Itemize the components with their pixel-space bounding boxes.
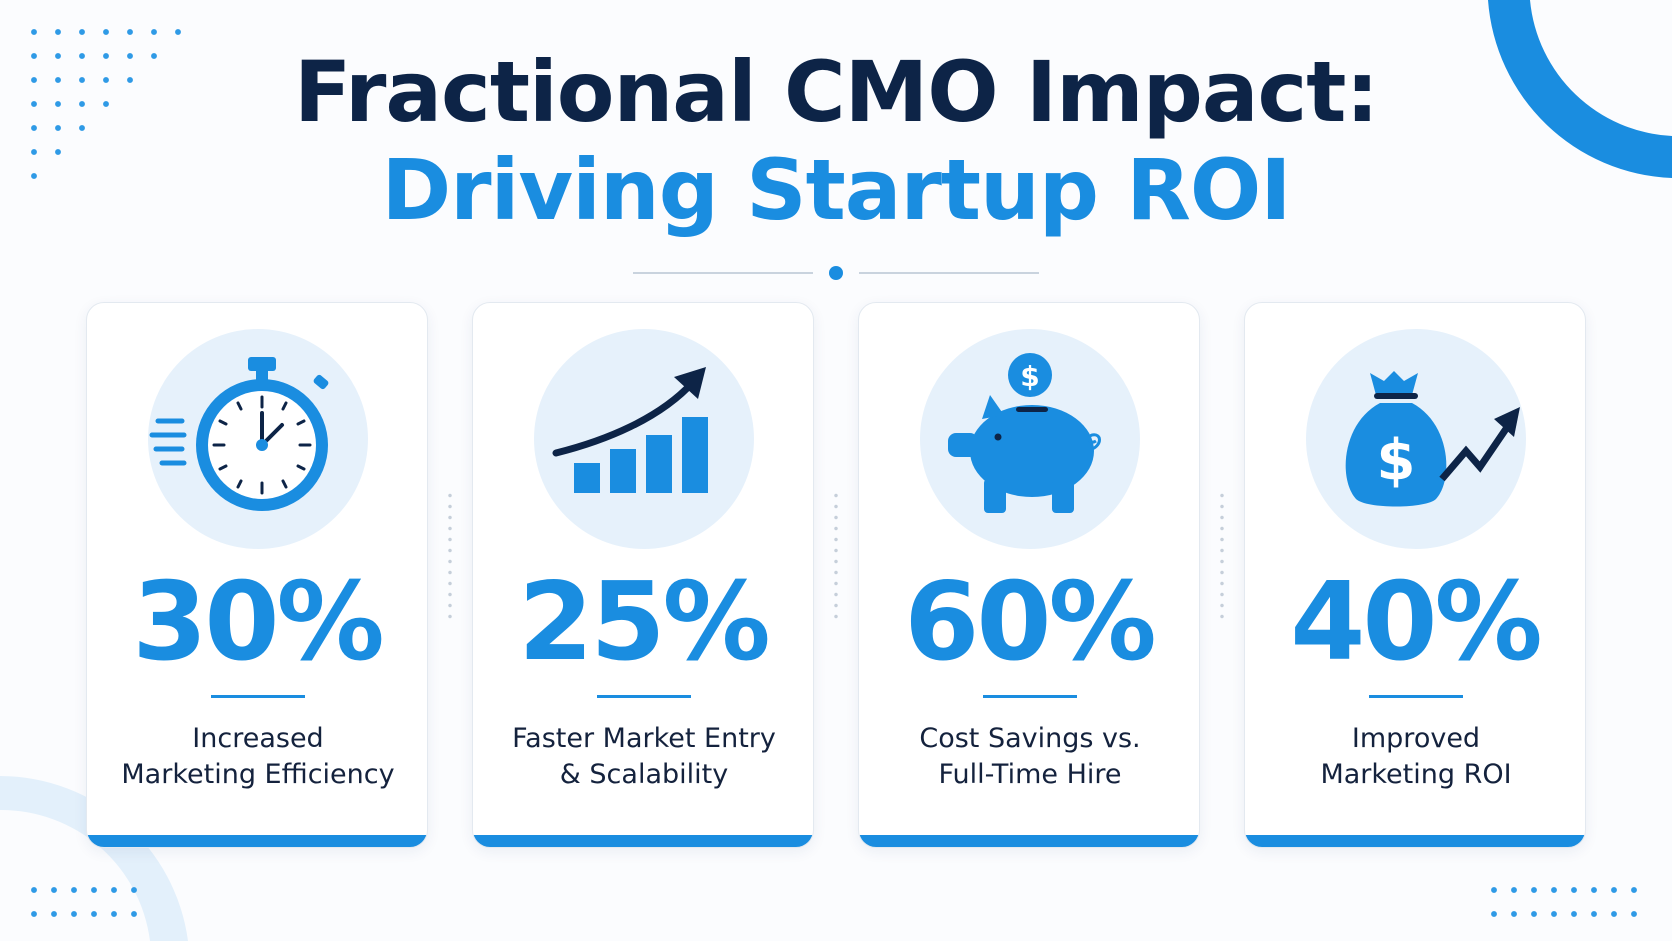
title-divider-left <box>633 272 813 274</box>
icon-background <box>534 329 754 549</box>
separator-dots <box>1220 490 1224 620</box>
stat-value: 25% <box>518 560 771 685</box>
bottom-left-dot-pattern <box>24 878 144 926</box>
stat-label-line1: Faster Market Entry <box>512 723 776 754</box>
stopwatch-icon <box>149 357 329 511</box>
stat-label-line2: Full-Time Hire <box>938 759 1122 790</box>
stat-card-cost-savings: $ 60% Cost Savings vs. Full-Time Hire <box>858 302 1200 848</box>
stat-label: Faster Market Entry & Scalability <box>483 721 805 793</box>
stat-label: Cost Savings vs. Full-Time Hire <box>869 721 1191 793</box>
bottom-right-dot-pattern <box>1484 878 1644 926</box>
stat-value: 60% <box>904 560 1157 685</box>
growth-chart-icon <box>552 367 708 493</box>
stat-label: Increased Marketing Efficiency <box>97 721 419 793</box>
top-left-dot-pattern <box>22 20 190 186</box>
card-accent-bar <box>859 835 1199 847</box>
stat-underline <box>597 695 691 698</box>
stat-card-market-entry: 25% Faster Market Entry & Scalability <box>472 302 814 848</box>
stat-underline <box>983 695 1077 698</box>
stat-label: Improved Marketing ROI <box>1255 721 1577 793</box>
card-accent-bar <box>87 835 427 847</box>
title-divider-right <box>859 272 1039 274</box>
stat-card-roi: $ 40% Improved Marketing ROI <box>1244 302 1586 848</box>
stat-value: 40% <box>1290 560 1543 685</box>
stat-underline <box>1369 695 1463 698</box>
stat-label-line2: Marketing ROI <box>1320 759 1512 790</box>
stat-label-line2: & Scalability <box>559 759 729 790</box>
stat-label-line1: Cost Savings vs. <box>919 723 1141 754</box>
separator-dots <box>448 490 452 620</box>
stat-value: 30% <box>132 560 385 685</box>
svg-text:$: $ <box>1020 360 1039 393</box>
svg-text:$: $ <box>1377 428 1416 493</box>
page-subtitle: Driving Startup ROI <box>381 141 1291 239</box>
piggy-bank-icon: $ <box>948 353 1101 513</box>
stat-label-line1: Improved <box>1351 723 1481 754</box>
title-divider-dot <box>829 266 843 280</box>
stat-label-line1: Increased <box>192 723 324 754</box>
card-accent-bar <box>473 835 813 847</box>
page-title: Fractional CMO Impact: <box>293 43 1379 141</box>
stat-underline <box>211 695 305 698</box>
card-accent-bar <box>1245 835 1585 847</box>
stat-label-line2: Marketing Efficiency <box>121 759 395 790</box>
money-bag-icon: $ <box>1345 371 1520 507</box>
stat-card-efficiency: 30% Increased Marketing Efficiency <box>86 302 428 848</box>
separator-dots <box>834 490 838 620</box>
